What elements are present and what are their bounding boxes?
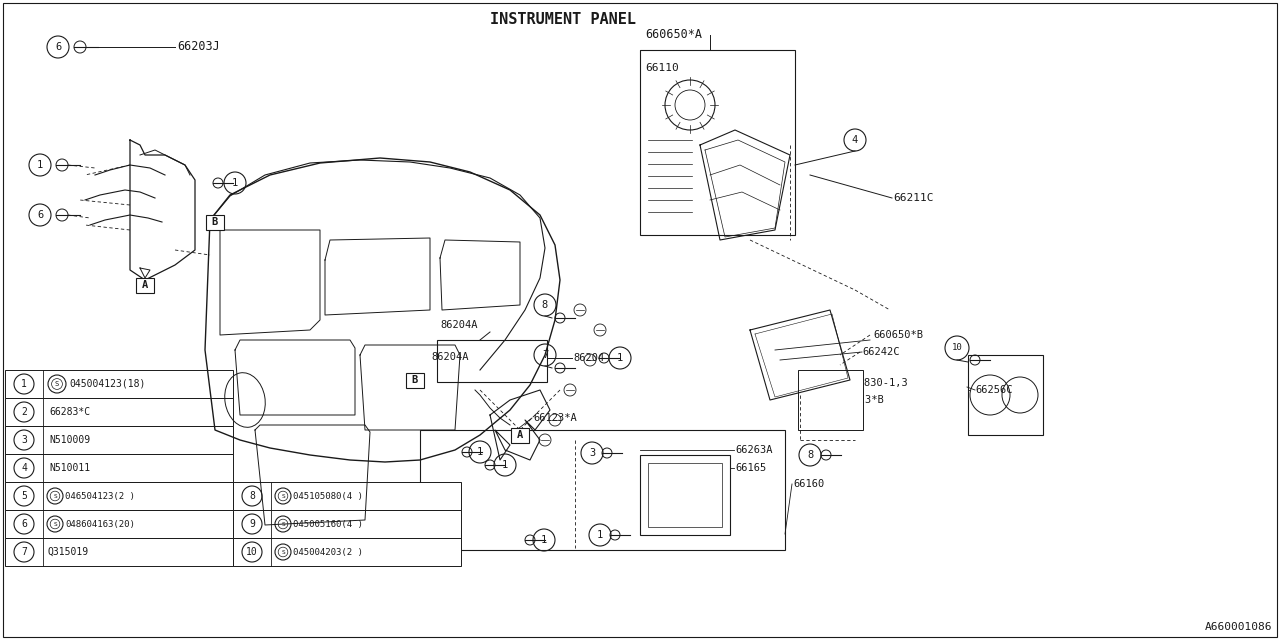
Text: 66237: 66237	[436, 447, 468, 457]
Text: S: S	[54, 493, 56, 499]
Text: B: B	[412, 375, 419, 385]
Text: 4: 4	[20, 463, 27, 473]
Text: FIG.830-1,3: FIG.830-1,3	[840, 378, 909, 388]
Text: 66242C: 66242C	[861, 347, 900, 357]
Text: 66263A: 66263A	[735, 445, 773, 455]
Bar	[5, 510, 233, 538]
Text: 660650*B: 660650*B	[873, 330, 923, 340]
Text: 66283*C: 66283*C	[49, 407, 90, 417]
Bar	[206, 214, 224, 230]
Text: 4: 4	[852, 135, 858, 145]
Bar	[233, 482, 461, 510]
Text: 8: 8	[250, 491, 255, 501]
Text: S: S	[54, 522, 56, 527]
Bar	[5, 398, 233, 426]
Text: B: B	[212, 217, 218, 227]
Text: 66165: 66165	[735, 463, 767, 473]
Text: 2: 2	[20, 407, 27, 417]
Text: 66160: 66160	[794, 479, 824, 489]
Text: 1: 1	[617, 353, 623, 363]
Text: 5: 5	[20, 491, 27, 501]
Text: 6: 6	[55, 42, 61, 52]
Text: N510009: N510009	[49, 435, 90, 445]
Text: INSTRUMENT PANEL: INSTRUMENT PANEL	[490, 12, 636, 27]
Text: 1: 1	[541, 535, 547, 545]
Bar	[968, 355, 1043, 435]
Bar	[420, 430, 785, 550]
Text: 1: 1	[232, 178, 238, 188]
Text: 9: 9	[250, 519, 255, 529]
Bar	[511, 428, 529, 442]
Text: 8: 8	[806, 450, 813, 460]
Text: 3: 3	[589, 448, 595, 458]
Bar	[640, 50, 795, 235]
Text: 6: 6	[20, 519, 27, 529]
Bar	[648, 463, 722, 527]
Text: 046504123(2 ): 046504123(2 )	[65, 492, 134, 500]
Text: 8: 8	[541, 300, 548, 310]
Text: 6: 6	[37, 210, 44, 220]
Text: 045004203(2 ): 045004203(2 )	[293, 547, 362, 557]
Text: 045004123(18): 045004123(18)	[69, 379, 146, 389]
Text: 7: 7	[20, 547, 27, 557]
Text: 045105080(4 ): 045105080(4 )	[293, 492, 362, 500]
Text: S: S	[282, 493, 285, 499]
Text: Q315019: Q315019	[49, 547, 90, 557]
Text: 66211C: 66211C	[893, 193, 933, 203]
Text: 66123*B: 66123*B	[840, 395, 883, 405]
Text: 66123*A: 66123*A	[532, 413, 577, 423]
Text: 86204A: 86204A	[431, 352, 468, 362]
Text: 66256C: 66256C	[975, 385, 1012, 395]
Text: 7: 7	[541, 350, 548, 360]
Text: 66110: 66110	[645, 63, 678, 73]
Bar	[5, 482, 233, 510]
Text: 86204A: 86204A	[440, 320, 477, 330]
Text: 1: 1	[20, 379, 27, 389]
Bar	[5, 426, 233, 454]
Text: 10: 10	[246, 547, 257, 557]
Text: S: S	[282, 522, 285, 527]
Text: A660001086: A660001086	[1204, 622, 1272, 632]
Bar	[233, 538, 461, 566]
Bar	[5, 538, 233, 566]
Bar	[406, 372, 424, 387]
Text: 1: 1	[37, 160, 44, 170]
Text: 10: 10	[951, 344, 963, 353]
Text: 660650*A: 660650*A	[645, 29, 701, 42]
Text: 1: 1	[477, 447, 483, 457]
Bar	[797, 370, 863, 430]
Text: 048604163(20): 048604163(20)	[65, 520, 134, 529]
Text: 66241G: 66241G	[428, 463, 466, 473]
Text: 66203J: 66203J	[177, 40, 220, 54]
Bar	[5, 454, 233, 482]
Bar	[233, 510, 461, 538]
Text: 1: 1	[502, 460, 508, 470]
Text: 1: 1	[596, 530, 603, 540]
Bar	[436, 340, 547, 382]
Text: S: S	[55, 381, 59, 387]
Text: A: A	[142, 280, 148, 290]
Text: S: S	[282, 550, 285, 554]
Text: 3: 3	[20, 435, 27, 445]
Text: N510011: N510011	[49, 463, 90, 473]
Text: 86204: 86204	[573, 353, 604, 363]
Bar	[5, 370, 233, 398]
Bar	[136, 278, 154, 292]
Text: 045005160(4 ): 045005160(4 )	[293, 520, 362, 529]
Text: A: A	[517, 430, 524, 440]
Bar	[640, 455, 730, 535]
Text: 66238: 66238	[420, 480, 452, 490]
